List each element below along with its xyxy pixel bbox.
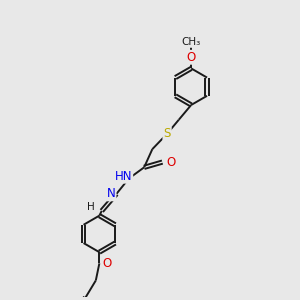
- Text: S: S: [164, 127, 171, 140]
- Text: O: O: [166, 156, 175, 169]
- Text: HN: HN: [115, 170, 132, 183]
- Text: O: O: [102, 257, 111, 270]
- Text: CH₃: CH₃: [182, 37, 201, 47]
- Text: H: H: [87, 202, 94, 212]
- Text: N: N: [107, 188, 116, 200]
- Text: O: O: [187, 51, 196, 64]
